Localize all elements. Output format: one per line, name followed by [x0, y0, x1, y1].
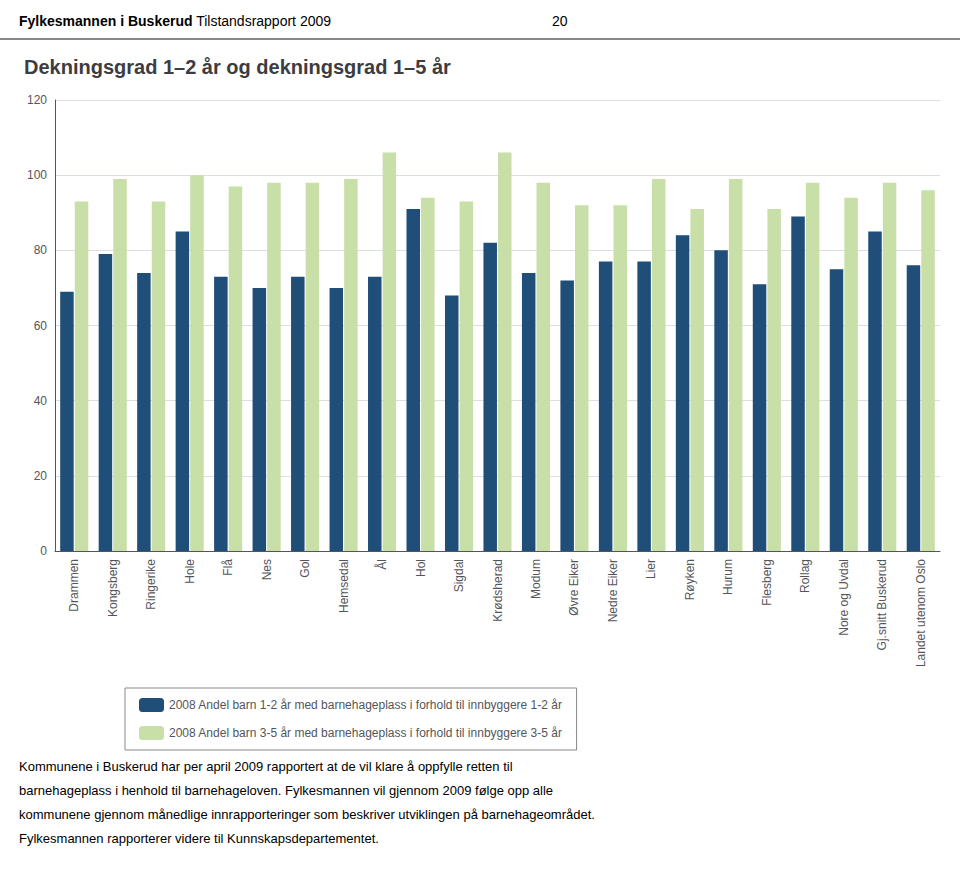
svg-text:Lier: Lier — [644, 559, 658, 579]
svg-text:Dekningsgrad 1–2 år og dekning: Dekningsgrad 1–2 år og dekningsgrad 1–5 … — [24, 56, 451, 78]
svg-text:Flå: Flå — [221, 559, 235, 576]
svg-text:Ål: Ål — [374, 559, 389, 570]
svg-text:Gol: Gol — [298, 559, 312, 578]
svg-text:Nedre Eiker: Nedre Eiker — [606, 559, 620, 622]
svg-text:barnehageplass i henhold til b: barnehageplass i henhold til barnehagelo… — [19, 783, 553, 798]
svg-text:Hemsedal: Hemsedal — [337, 559, 351, 613]
svg-text:kommunene gjennom månedlige in: kommunene gjennom månedlige innrapporter… — [19, 807, 595, 822]
svg-text:120: 120 — [27, 93, 47, 107]
svg-text:Hurum: Hurum — [721, 559, 735, 595]
svg-text:20: 20 — [34, 469, 48, 483]
svg-text:Hole: Hole — [183, 559, 197, 584]
svg-text:Tilstandsrapport 2009: Tilstandsrapport 2009 — [193, 13, 332, 29]
svg-text:2008 Andel barn 1-2 år med bar: 2008 Andel barn 1-2 år med barnehageplas… — [169, 698, 562, 712]
svg-text:Krødsherad: Krødsherad — [491, 559, 505, 622]
svg-text:Kongsberg: Kongsberg — [106, 559, 120, 617]
svg-text:Drammen: Drammen — [67, 559, 81, 612]
svg-text:Øvre Eiker: Øvre Eiker — [567, 559, 581, 616]
svg-text:80: 80 — [34, 243, 48, 257]
svg-text:100: 100 — [27, 168, 47, 182]
svg-text:Rollag: Rollag — [798, 559, 812, 593]
svg-text:Hol: Hol — [414, 559, 428, 577]
svg-text:2008 Andel barn 3-5 år med bar: 2008 Andel barn 3-5 år med barnehageplas… — [169, 726, 562, 740]
svg-text:Landet utenom Oslo: Landet utenom Oslo — [914, 559, 928, 667]
svg-text:0: 0 — [40, 544, 47, 558]
svg-text:Modum: Modum — [529, 559, 543, 599]
svg-text:Ringerike: Ringerike — [144, 559, 158, 610]
svg-text:Nore og Uvdal: Nore og Uvdal — [837, 559, 851, 636]
svg-text:20: 20 — [552, 13, 568, 29]
svg-text:Sigdal: Sigdal — [452, 559, 466, 592]
svg-text:Fylkesmannen rapporterer vider: Fylkesmannen rapporterer videre til Kunn… — [19, 831, 379, 846]
svg-text:Fylkesmannen i Buskerud: Fylkesmannen i Buskerud — [19, 13, 193, 29]
svg-text:Kommunene i Buskerud har per a: Kommunene i Buskerud har per april 2009 … — [19, 759, 513, 774]
svg-text:Flesberg: Flesberg — [760, 559, 774, 606]
svg-text:Nes: Nes — [260, 559, 274, 580]
svg-text:Røyken: Røyken — [683, 559, 697, 600]
svg-text:Gj.snitt Buskerud: Gj.snitt Buskerud — [875, 559, 889, 650]
svg-text:40: 40 — [34, 394, 48, 408]
svg-text:60: 60 — [34, 319, 48, 333]
